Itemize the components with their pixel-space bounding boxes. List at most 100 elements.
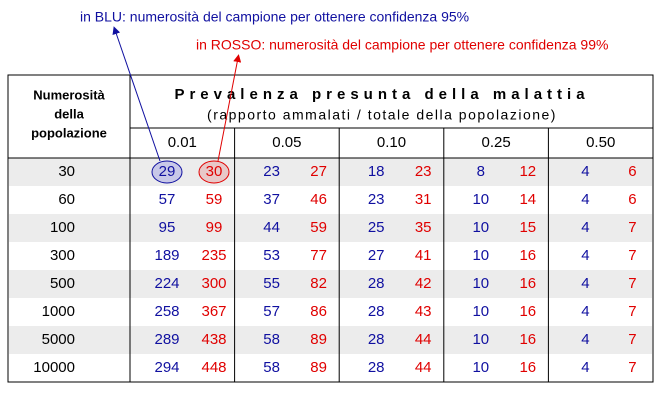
value-99: 99 <box>206 219 223 236</box>
value-95: 28 <box>368 303 385 320</box>
value-95: 55 <box>263 275 280 292</box>
value-99: 27 <box>310 163 327 180</box>
value-99: 42 <box>415 275 432 292</box>
value-95: 23 <box>263 163 280 180</box>
value-99: 30 <box>206 163 223 180</box>
population: 500 <box>50 275 75 292</box>
value-95: 28 <box>368 275 385 292</box>
value-95: 28 <box>368 331 385 348</box>
value-99: 89 <box>310 359 327 376</box>
value-95: 57 <box>263 303 280 320</box>
value-95: 57 <box>159 191 176 208</box>
value-99: 12 <box>519 163 536 180</box>
value-95: 294 <box>154 359 179 376</box>
value-95: 29 <box>159 163 176 180</box>
value-99: 59 <box>206 191 223 208</box>
value-95: 4 <box>581 359 589 376</box>
population: 1000 <box>42 303 75 320</box>
value-99: 438 <box>201 331 226 348</box>
row-header: popolazione <box>31 125 107 140</box>
table-border <box>7 74 654 383</box>
arrow <box>217 54 242 162</box>
value-99: 44 <box>415 359 432 376</box>
population: 100 <box>50 219 75 236</box>
population: 10000 <box>33 359 75 376</box>
value-95: 18 <box>368 163 385 180</box>
table-title: Prevalenza presunta della malattia <box>174 86 589 103</box>
population: 300 <box>50 247 75 264</box>
value-99: 35 <box>415 219 432 236</box>
value-99: 367 <box>201 303 226 320</box>
value-95: 4 <box>581 331 589 348</box>
value-95: 10 <box>472 219 489 236</box>
value-95: 258 <box>154 303 179 320</box>
value-99: 7 <box>628 275 636 292</box>
value-99: 7 <box>628 331 636 348</box>
red-note: in ROSSO: numerosità del campione per ot… <box>196 37 608 53</box>
value-99: 86 <box>310 303 327 320</box>
value-95: 10 <box>472 275 489 292</box>
value-95: 4 <box>581 275 589 292</box>
row-header: della <box>54 106 84 121</box>
value-95: 4 <box>581 247 589 264</box>
value-95: 8 <box>477 163 485 180</box>
value-99: 43 <box>415 303 432 320</box>
value-95: 58 <box>263 331 280 348</box>
value-99: 16 <box>519 247 536 264</box>
value-95: 224 <box>154 275 179 292</box>
value-99: 300 <box>201 275 226 292</box>
row-shade <box>9 326 652 354</box>
highlight <box>151 160 183 184</box>
column-header: 0.25 <box>481 134 510 151</box>
value-95: 10 <box>472 191 489 208</box>
value-95: 28 <box>368 359 385 376</box>
value-99: 23 <box>415 163 432 180</box>
value-99: 16 <box>519 303 536 320</box>
value-99: 89 <box>310 331 327 348</box>
value-95: 37 <box>263 191 280 208</box>
value-99: 46 <box>310 191 327 208</box>
population: 5000 <box>42 331 75 348</box>
value-99: 6 <box>628 163 636 180</box>
value-99: 82 <box>310 275 327 292</box>
value-99: 14 <box>519 191 536 208</box>
table-subtitle: (rapporto ammalati / totale della popola… <box>207 107 557 123</box>
value-95: 289 <box>154 331 179 348</box>
value-95: 4 <box>581 163 589 180</box>
value-95: 10 <box>472 247 489 264</box>
value-95: 23 <box>368 191 385 208</box>
value-95: 4 <box>581 191 589 208</box>
blue-note: in BLU: numerosità del campione per otte… <box>80 9 469 25</box>
value-99: 16 <box>519 275 536 292</box>
value-99: 41 <box>415 247 432 264</box>
value-95: 10 <box>472 303 489 320</box>
column-header: 0.01 <box>168 134 197 151</box>
value-99: 7 <box>628 303 636 320</box>
value-95: 27 <box>368 247 385 264</box>
value-99: 7 <box>628 247 636 264</box>
population: 30 <box>58 163 75 180</box>
value-95: 10 <box>472 359 489 376</box>
value-95: 10 <box>472 331 489 348</box>
value-99: 59 <box>310 219 327 236</box>
value-99: 16 <box>519 331 536 348</box>
value-99: 77 <box>310 247 327 264</box>
value-99: 235 <box>201 247 226 264</box>
value-99: 15 <box>519 219 536 236</box>
row-shade <box>9 270 652 298</box>
row-header: Numerosità <box>33 87 105 102</box>
value-99: 7 <box>628 359 636 376</box>
value-99: 31 <box>415 191 432 208</box>
value-95: 4 <box>581 219 589 236</box>
value-99: 44 <box>415 331 432 348</box>
row-shade <box>9 214 652 242</box>
arrow <box>112 26 161 162</box>
value-99: 6 <box>628 191 636 208</box>
value-95: 53 <box>263 247 280 264</box>
value-95: 25 <box>368 219 385 236</box>
value-95: 4 <box>581 303 589 320</box>
column-header: 0.05 <box>272 134 301 151</box>
value-95: 44 <box>263 219 280 236</box>
value-95: 189 <box>154 247 179 264</box>
